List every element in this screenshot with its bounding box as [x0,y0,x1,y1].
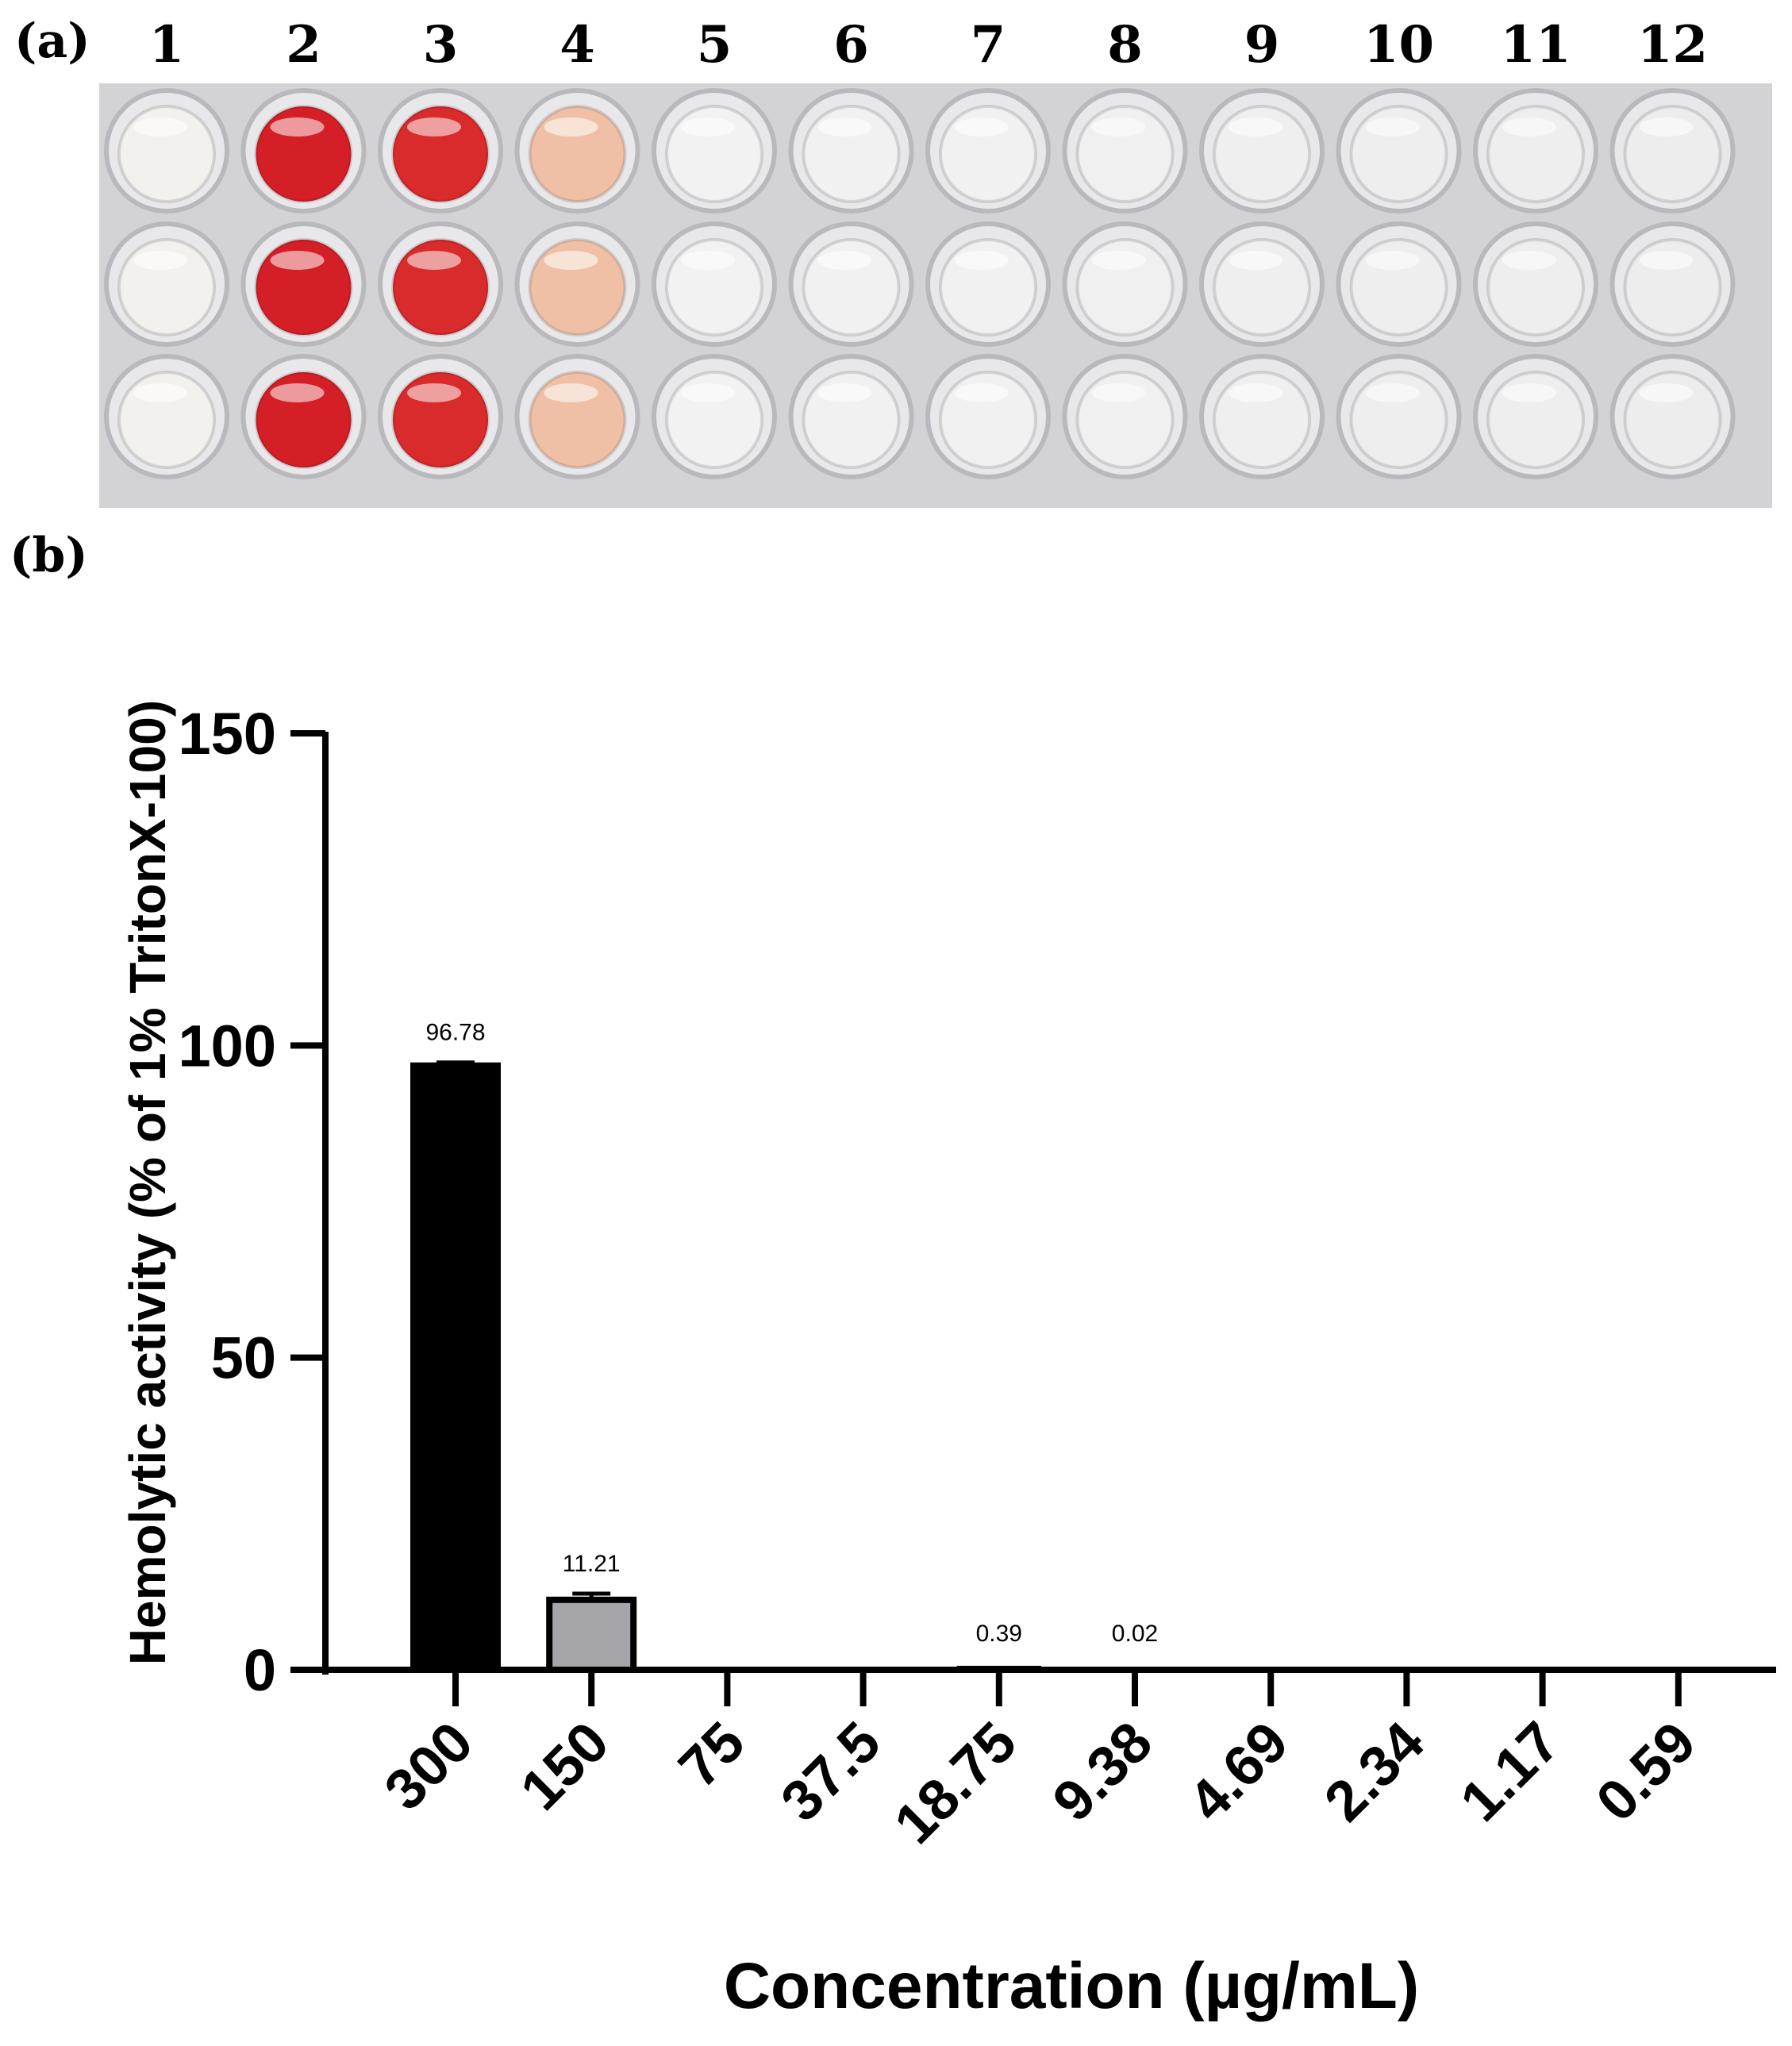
x-tick-label: 2.34 [1313,1710,1436,1834]
bar-37.5 [821,1668,906,1670]
well-highlight [544,117,598,137]
well-highlight [1365,383,1420,402]
column-number-5: 5 [697,15,733,75]
data-label: 0.39 [976,1621,1022,1647]
data-label: 0.02 [1112,1621,1158,1647]
well-highlight [133,383,187,402]
y-axis-title: Hemolytic activity (% of 1% TritonX-100) [119,700,176,1665]
well-highlight [1229,117,1282,137]
column-number-10: 10 [1363,15,1434,75]
well-highlight [817,251,872,270]
y-tick-label: 150 [179,701,276,767]
x-tick-label: 37.5 [769,1710,893,1834]
well-highlight [1365,251,1420,270]
well-highlight [407,251,461,270]
y-tick-label: 100 [179,1013,276,1079]
column-number-7: 7 [971,15,1006,75]
x-tick-label: 4.69 [1177,1710,1301,1834]
x-tick-label: 18.75 [883,1710,1029,1856]
bar-1.17 [1500,1668,1585,1670]
x-tick-label: 9.38 [1041,1710,1165,1834]
column-number-6: 6 [833,15,869,75]
bars: 96.78 11.21 0.39 0.02 [410,1020,1721,1674]
well-highlight [544,251,598,270]
well-highlight [817,383,872,402]
well-highlight [270,251,325,270]
column-number-1: 1 [149,15,185,75]
bar-9.38 [1093,1667,1177,1670]
well-highlight [1091,117,1146,137]
well-highlight [1502,251,1556,270]
well-highlight [681,383,735,402]
y-ticks: 0 50 100 150 [179,701,325,1703]
column-number-8: 8 [1107,15,1143,75]
y-tick-label: 0 [244,1637,276,1703]
well-highlight [270,383,325,402]
well-highlight [1639,251,1694,270]
well-highlight [1091,251,1146,270]
bar-300 [410,1062,501,1673]
well-highlight [681,117,735,137]
column-numbers: 1 2 3 4 5 6 7 8 9 10 11 12 [149,15,1708,75]
column-number-9: 9 [1244,15,1280,75]
bar-2.34 [1364,1668,1449,1670]
column-number-3: 3 [423,15,459,75]
wells [104,88,1736,479]
column-number-2: 2 [286,15,321,75]
bar-0.59 [1636,1668,1721,1670]
panel-a: (a) 1 2 3 4 5 6 7 8 9 10 11 12 [14,13,1772,508]
well-highlight [133,117,187,137]
well-highlight [407,117,461,137]
column-number-11: 11 [1500,15,1571,75]
well-highlight [133,251,187,270]
x-tick-label: 0.59 [1584,1710,1708,1834]
x-tick-label: 150 [509,1710,621,1823]
x-axis-title: Concentration (µg/mL) [724,1950,1419,2022]
x-tick-label: 1.17 [1448,1710,1572,1834]
well-highlight [1639,117,1694,137]
data-label: 11.21 [563,1551,621,1577]
panel-b-label: (b) [10,528,88,583]
bar-75 [685,1668,770,1670]
x-ticks: 300 150 75 37.518.75 9.38 4.69 2.34 1.17 0.59 [373,1670,1708,1856]
well-highlight [1502,383,1556,402]
column-number-4: 4 [560,15,595,75]
x-tick-label: 300 [373,1710,486,1823]
bar-18.75 [956,1665,1041,1670]
data-label: 96.78 [425,1020,485,1046]
column-number-12: 12 [1637,15,1708,75]
x-tick-label: 75 [667,1710,757,1800]
well-highlight [544,383,598,402]
well-highlight [681,251,735,270]
well-highlight [407,383,461,402]
y-tick-label: 50 [211,1325,276,1391]
panel-a-label: (a) [14,13,90,69]
well-highlight [1639,383,1694,402]
well-highlight [1229,383,1282,402]
well-highlight [270,117,325,137]
bar-4.69 [1229,1668,1313,1670]
well-highlight [1502,117,1556,137]
well-highlight [1365,117,1420,137]
well-highlight [817,117,872,137]
bar-150 [546,1596,637,1674]
well-highlight [955,117,1009,137]
well-highlight [955,251,1009,270]
well-highlight [1091,383,1146,402]
well-highlight [955,383,1009,402]
well-highlight [1229,251,1282,270]
